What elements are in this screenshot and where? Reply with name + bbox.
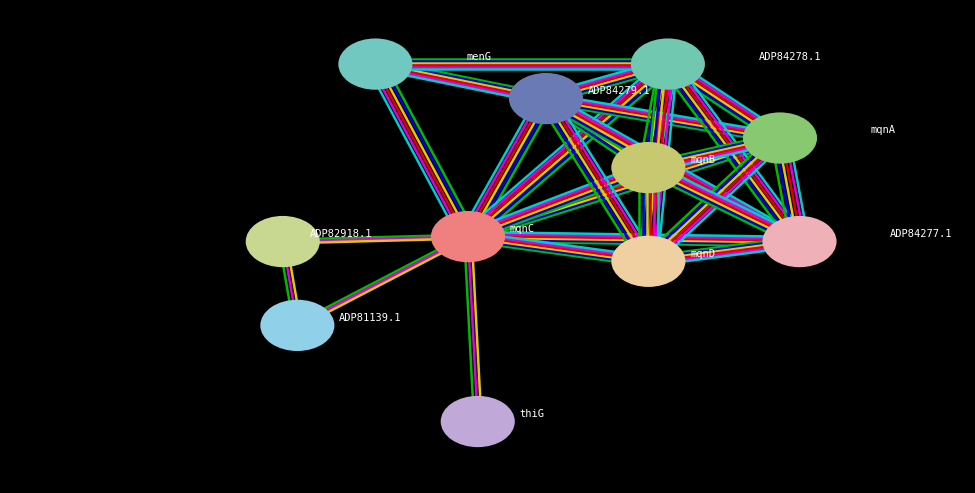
Ellipse shape [441,396,515,447]
Ellipse shape [631,38,705,90]
Ellipse shape [743,112,817,164]
Text: mqnC: mqnC [510,224,535,234]
Text: ADP84277.1: ADP84277.1 [890,229,953,239]
Text: ADP81139.1: ADP81139.1 [339,313,402,323]
Ellipse shape [509,73,583,124]
Text: ADP84279.1: ADP84279.1 [588,86,650,96]
Ellipse shape [338,38,412,90]
Text: menG: menG [466,52,491,62]
Ellipse shape [260,300,334,351]
Ellipse shape [762,216,837,267]
Text: thiG: thiG [520,409,545,419]
Text: mqnA: mqnA [871,126,896,136]
Text: mqnD: mqnD [690,249,716,259]
Text: ADP82918.1: ADP82918.1 [310,229,372,239]
Ellipse shape [246,216,320,267]
Ellipse shape [611,236,685,287]
Ellipse shape [611,142,685,193]
Text: ADP84278.1: ADP84278.1 [759,52,821,62]
Text: mqnB: mqnB [690,155,716,165]
Ellipse shape [431,211,505,262]
